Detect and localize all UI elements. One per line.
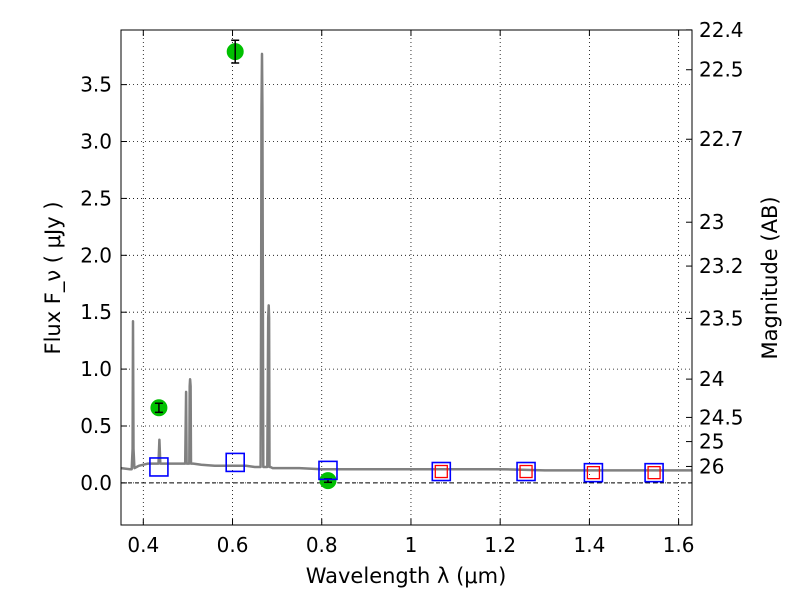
plot-area: [120, 39, 692, 490]
model-square-blue: [318, 460, 338, 481]
model-square-blue: [225, 452, 245, 473]
y2-axis-title: Magnitude (AB): [758, 196, 782, 359]
model-square-red: [434, 464, 448, 479]
y2-tick-label: 23: [699, 210, 724, 234]
x-tick-label: 0.4: [127, 533, 159, 557]
y2-tick-label: 22.7: [699, 127, 744, 151]
y-tick-label: 1.5: [80, 300, 112, 324]
model-square-blue: [516, 461, 536, 482]
x-tick-label: 1.6: [663, 533, 695, 557]
y2-tick-label: 23.2: [699, 254, 744, 278]
y2-tick-label: 25: [699, 430, 724, 454]
x-tick-label: 0.6: [217, 533, 249, 557]
model-square-blue: [644, 462, 664, 483]
y-tick-label: 2.0: [80, 243, 112, 267]
y-tick-label: 1.0: [80, 357, 112, 381]
y2-tick-label: 24.5: [699, 405, 744, 429]
x-tick-label: 1.4: [573, 533, 605, 557]
plot-frame: [120, 29, 693, 526]
model-square-blue: [431, 461, 452, 482]
y-tick-label: 2.5: [80, 186, 112, 210]
y-tick-label: 3.0: [80, 130, 112, 154]
model-square-red: [519, 464, 533, 479]
y2-tick-label: 23.5: [699, 306, 744, 330]
model-square-blue: [149, 457, 169, 477]
grid-layer: [121, 30, 692, 525]
model-square-blue: [583, 462, 604, 483]
y2-tick-label: 24: [699, 367, 724, 391]
x-tick-label: 1: [405, 533, 418, 557]
y-tick-label: 0.0: [80, 471, 112, 495]
x-axis-title: Wavelength λ (μm): [306, 564, 507, 588]
y2-tick-label: 26: [699, 454, 724, 478]
y2-tick-label: 22.4: [699, 18, 744, 42]
y-tick-label: 3.5: [80, 73, 112, 97]
y2-tick-label: 22.5: [699, 58, 744, 82]
ticks-layer: 0.4 0.6 0.8 1 1.2 1.4 1.6 0.0 0.5 1.0 1.5 2.0 2.5 3.0…: [80, 18, 743, 557]
y-tick-label: 0.5: [80, 414, 112, 438]
x-tick-label: 1.2: [484, 533, 516, 557]
model-square-red: [647, 466, 661, 480]
x-tick-label: 0.8: [306, 533, 338, 557]
model-square-red: [586, 466, 601, 480]
y-axis-title: Flux F_ν ( μJy ): [41, 201, 66, 354]
spectrum-line: [120, 52, 692, 472]
